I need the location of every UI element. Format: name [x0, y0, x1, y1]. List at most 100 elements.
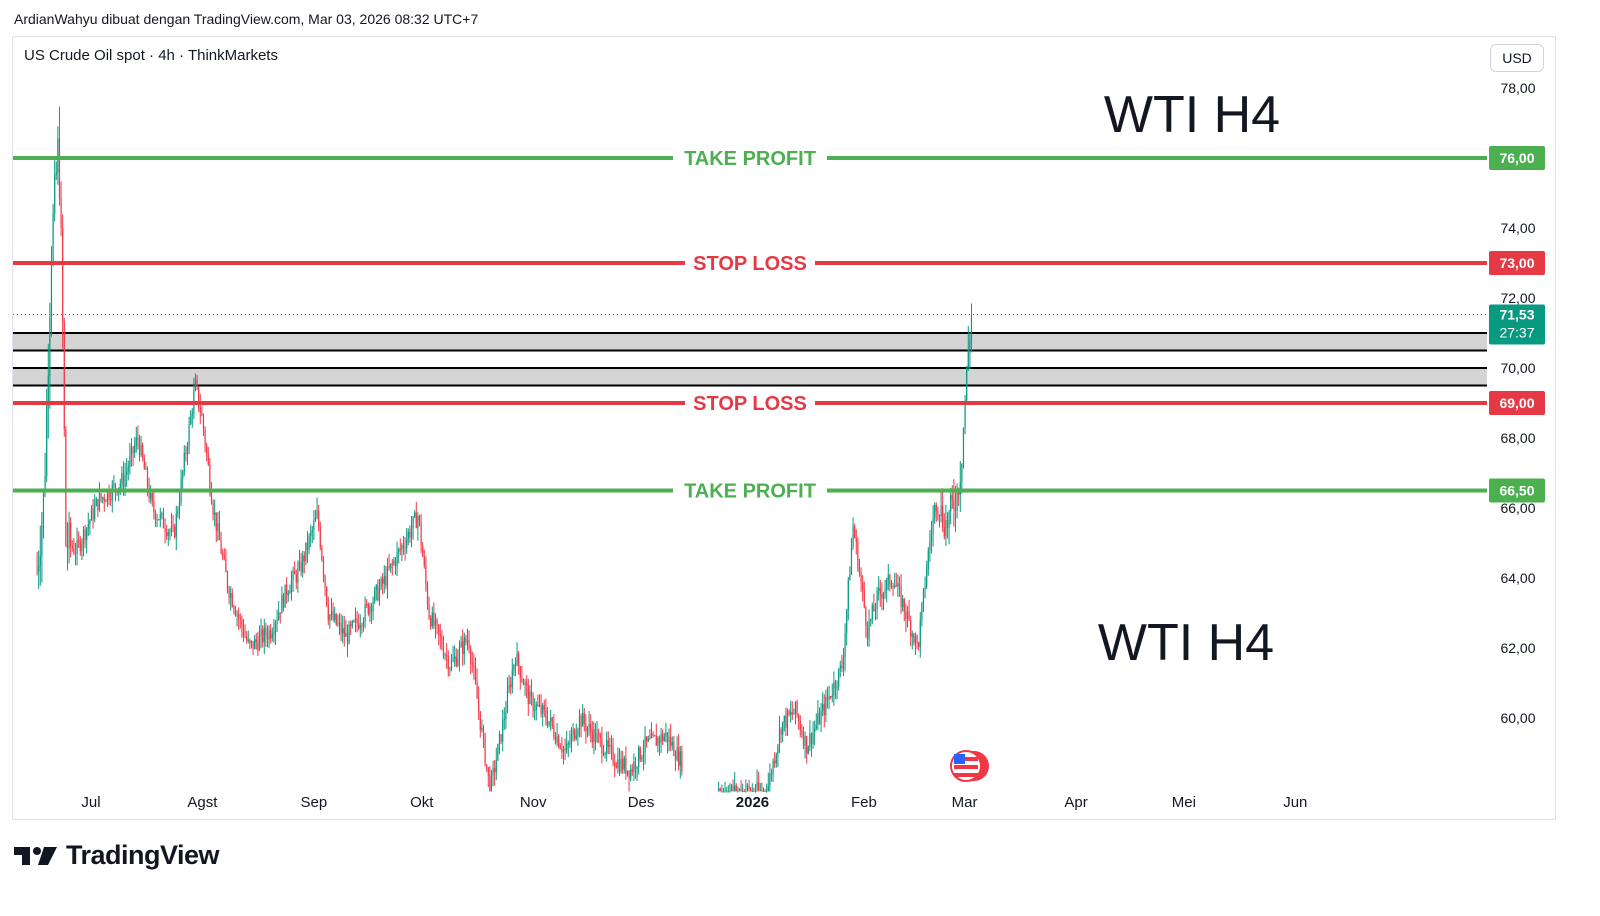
- candle-body: [282, 595, 285, 608]
- candle-body: [202, 415, 205, 430]
- candle-body: [210, 490, 213, 504]
- candle-body: [892, 585, 894, 588]
- level-price-label: 69,00: [1499, 395, 1534, 411]
- candle-body: [818, 713, 821, 724]
- candle-body: [559, 747, 561, 749]
- candle-body: [946, 520, 949, 528]
- candle-body: [542, 705, 544, 714]
- candle-body: [825, 696, 827, 716]
- candle-body: [842, 658, 845, 669]
- candle-body: [103, 497, 105, 502]
- time-tick-label: Sep: [301, 794, 328, 811]
- candle-body: [132, 446, 134, 453]
- candle-body: [570, 734, 573, 744]
- candle-body: [758, 782, 760, 790]
- candle-body: [100, 493, 102, 499]
- candle-body: [119, 483, 121, 488]
- candle-body: [743, 791, 745, 793]
- candle-body: [415, 512, 417, 528]
- candle-body: [442, 647, 445, 657]
- candle-body: [505, 711, 507, 720]
- candle-body: [508, 684, 510, 691]
- candle-body: [868, 621, 870, 640]
- candle-body: [114, 483, 117, 490]
- candle-body: [809, 733, 811, 747]
- candle-body: [863, 589, 865, 608]
- level-label: TAKE PROFIT: [684, 148, 816, 170]
- candle-body: [580, 715, 582, 727]
- candle-body: [108, 490, 110, 500]
- candle-body: [151, 493, 153, 502]
- tradingview-logo[interactable]: TradingView: [14, 840, 220, 871]
- candle-body: [754, 791, 757, 793]
- candle-body: [802, 734, 805, 746]
- candle-body: [790, 712, 792, 715]
- candle-body: [484, 735, 486, 765]
- us-flag-icon[interactable]: [950, 750, 989, 782]
- candle-body: [914, 635, 917, 643]
- candle-body: [198, 386, 200, 408]
- candle-body: [618, 759, 621, 772]
- candle-body: [334, 613, 336, 620]
- candle-body: [929, 541, 931, 551]
- candle-body: [836, 686, 838, 689]
- candle-body: [657, 737, 659, 746]
- candle-body: [801, 730, 803, 735]
- candle-body: [239, 618, 241, 620]
- candle-body: [494, 767, 496, 773]
- candle-body: [762, 790, 765, 792]
- candle-body: [215, 512, 217, 531]
- candle-body: [753, 791, 755, 793]
- candle-body: [471, 662, 473, 666]
- candle-body: [630, 769, 632, 779]
- price-tick-label: 74,00: [1500, 220, 1535, 236]
- price-axis[interactable]: 78,00 74,00 72,00 70,00 68,00 66,00 64,00 62,00…: [1489, 80, 1545, 726]
- candle-body: [298, 562, 301, 569]
- candle-body: [158, 519, 160, 521]
- candle-body: [729, 791, 731, 793]
- candle-body: [596, 733, 598, 742]
- candle-body: [625, 758, 627, 774]
- candle-body: [63, 322, 65, 430]
- candle-body: [281, 595, 283, 614]
- symbol-info[interactable]: US Crude Oil spot · 4h · ThinkMarkets: [24, 47, 278, 64]
- candle-body: [428, 604, 430, 619]
- candle-body: [649, 738, 651, 740]
- candle-body: [353, 621, 355, 623]
- candle-body: [218, 523, 221, 541]
- time-axis[interactable]: Jul Agst Sep Okt Nov Des 2026 Feb Mar Apr Mei Jun: [81, 794, 1307, 811]
- candle-body: [230, 593, 232, 598]
- level-label-bg: [673, 478, 827, 503]
- candle-body: [950, 495, 952, 512]
- candle-body: [222, 553, 224, 557]
- currency-button[interactable]: USD: [1490, 44, 1544, 72]
- candle-body: [777, 745, 779, 755]
- candle-body: [250, 641, 253, 644]
- candle-body: [241, 618, 243, 628]
- candle-body: [604, 753, 606, 755]
- candle-body: [246, 636, 248, 641]
- candle-body: [425, 565, 427, 585]
- candle-body: [959, 481, 961, 495]
- candle-body: [146, 468, 149, 488]
- candle-body: [262, 629, 264, 643]
- candle-body: [742, 791, 744, 793]
- candle-body: [47, 375, 49, 406]
- candle-body: [567, 743, 569, 745]
- candle-body: [74, 553, 77, 555]
- candle-body: [650, 733, 653, 739]
- candle-body: [524, 682, 526, 686]
- candle-body: [489, 775, 491, 792]
- candle-body: [70, 522, 72, 547]
- time-tick-label: Jul: [81, 794, 100, 811]
- candle-body: [486, 764, 488, 768]
- candle-body: [42, 491, 45, 522]
- candle-body: [910, 619, 912, 637]
- candle-body: [476, 681, 478, 699]
- levels-layer[interactable]: TAKE PROFIT 76,00 STOP LOSS 73,00 STOP LOSS 6…: [13, 146, 1545, 503]
- candle-body: [841, 665, 843, 669]
- candle-body: [305, 542, 307, 561]
- candle-body: [916, 635, 918, 643]
- candle-body: [846, 609, 848, 634]
